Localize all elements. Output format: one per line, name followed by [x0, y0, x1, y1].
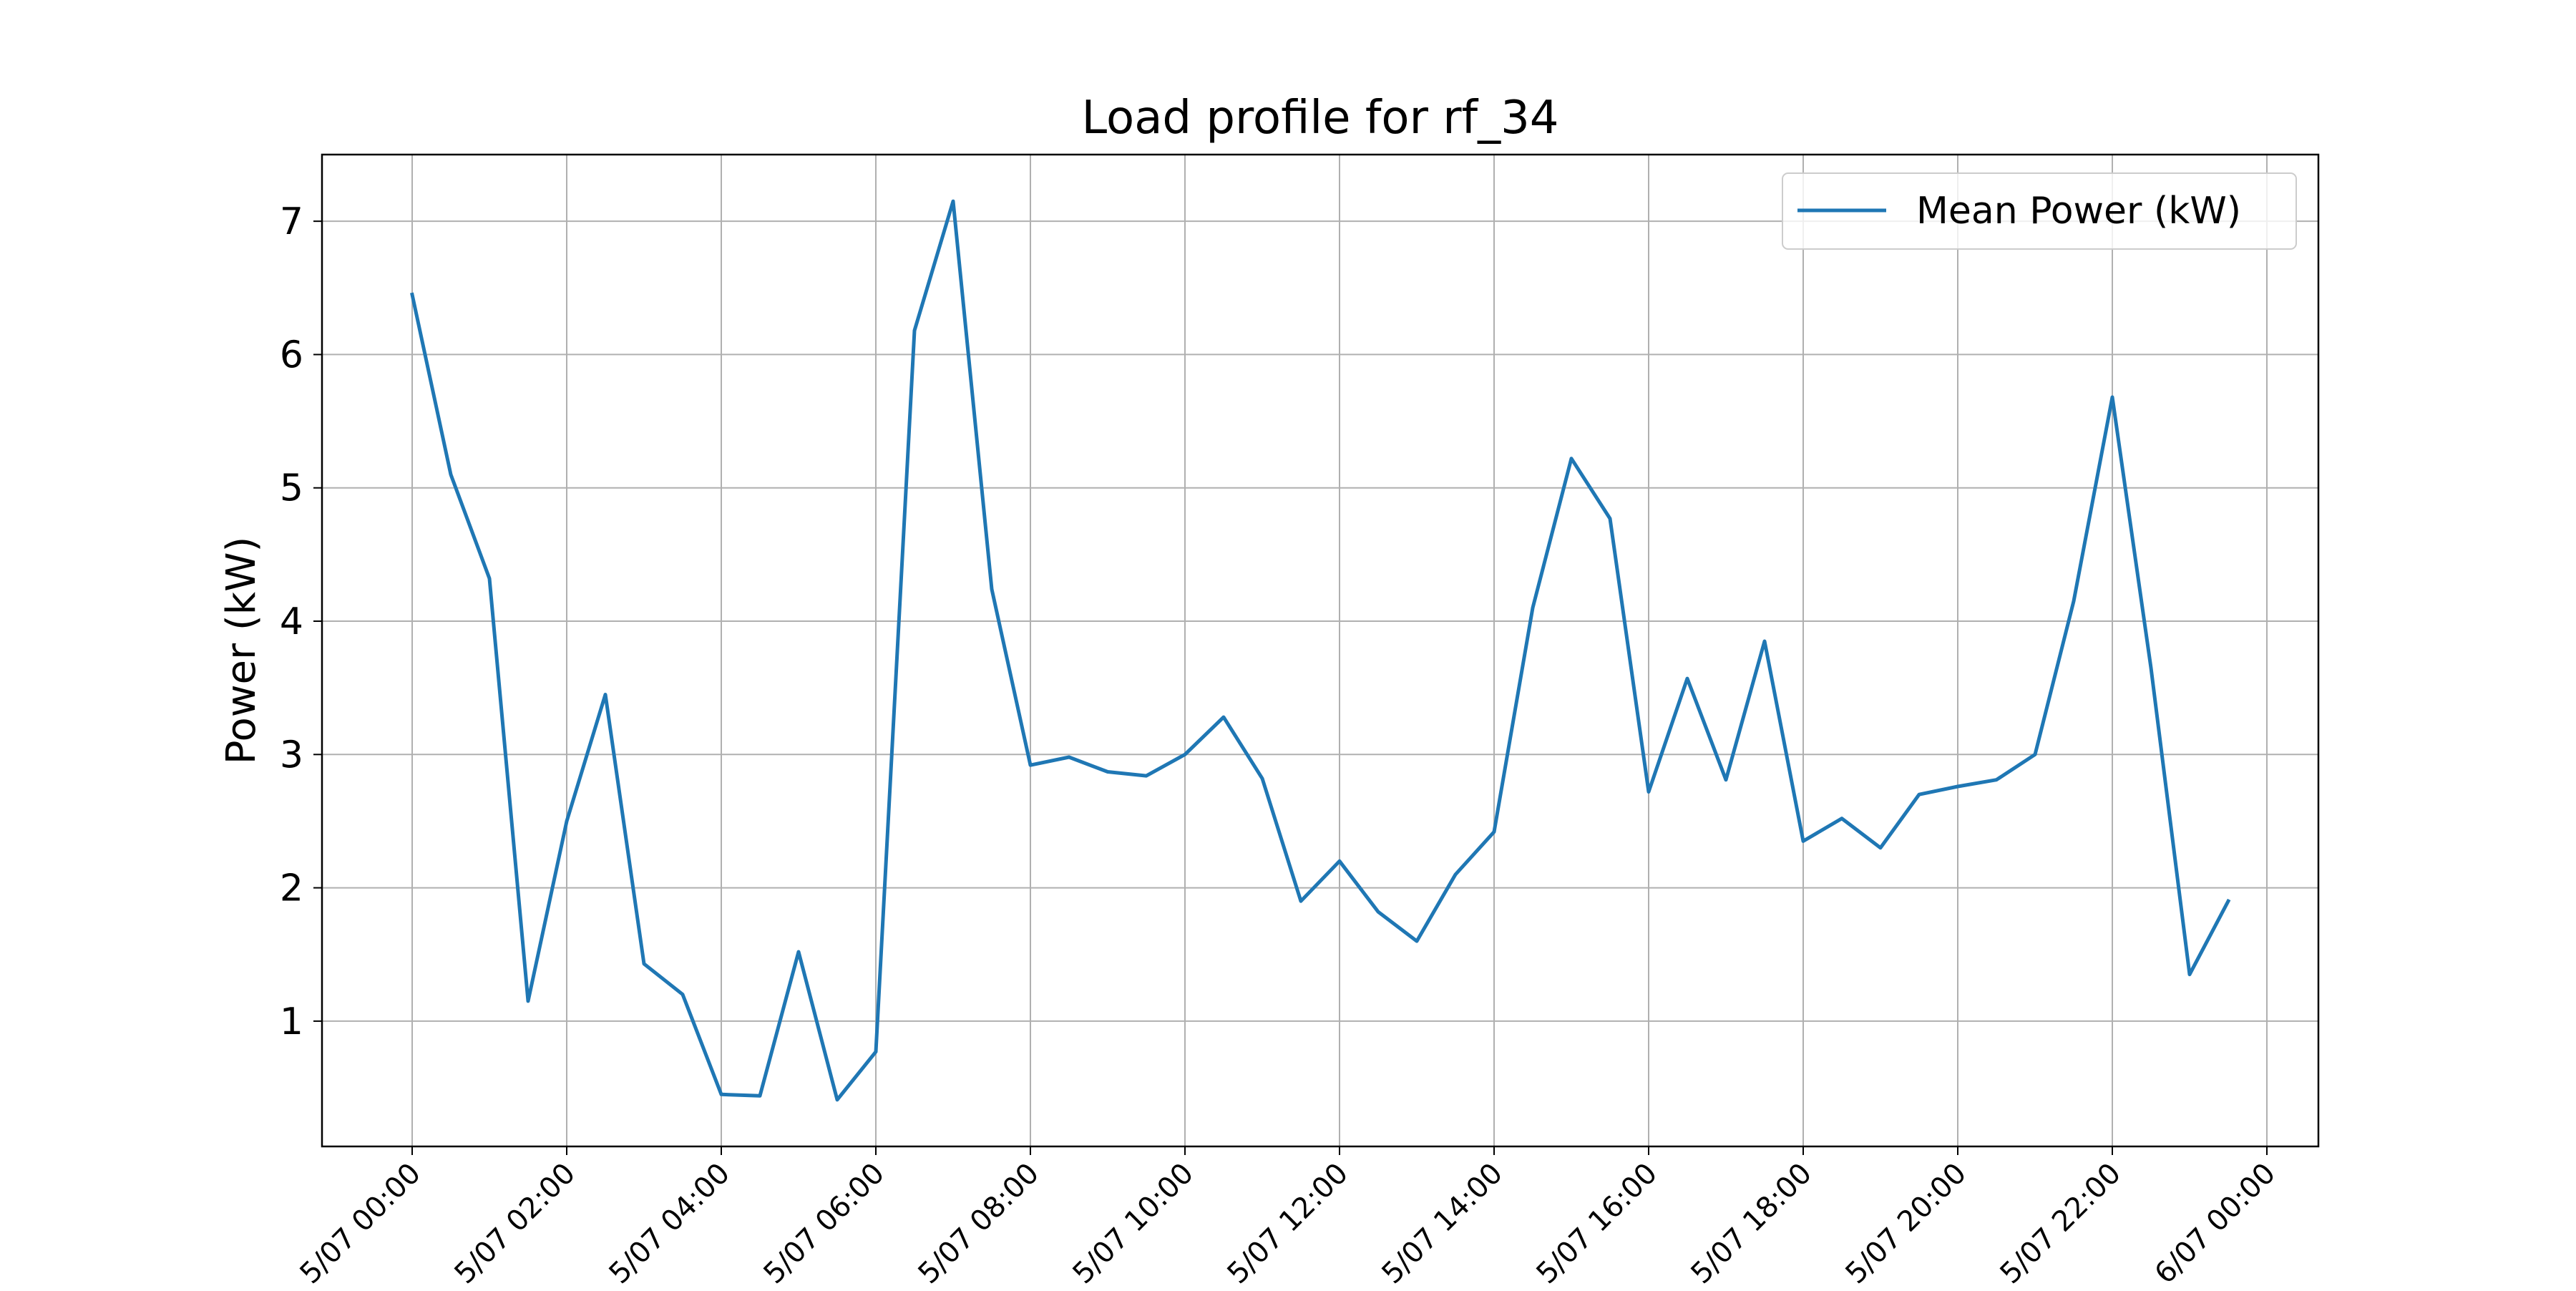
- y-axis-label: Power (kW): [218, 537, 265, 765]
- y-axis-ticks: 1 2 3 4 5 6 7: [280, 200, 322, 1043]
- y-tick-label: 7: [280, 200, 303, 243]
- legend-entry-label: Mean Power (kW): [1916, 190, 2241, 233]
- y-tick-label: 1: [280, 1000, 303, 1043]
- plot-area-frame: [321, 153, 2320, 1148]
- legend-frame: [1782, 172, 2297, 250]
- y-tick-label: 5: [280, 467, 303, 510]
- y-tick-label: 2: [280, 867, 303, 910]
- legend: Mean Power (kW): [1782, 172, 2297, 250]
- y-tick-label: 6: [280, 333, 303, 376]
- series-lines: [410, 199, 2231, 1102]
- y-tick-label: 4: [280, 600, 303, 643]
- chart-title: Load profile for rf_34: [1082, 92, 1559, 145]
- y-tick-label: 3: [280, 734, 303, 776]
- series-line-mean-power: [410, 199, 2231, 1102]
- grid-lines: [322, 155, 2318, 1146]
